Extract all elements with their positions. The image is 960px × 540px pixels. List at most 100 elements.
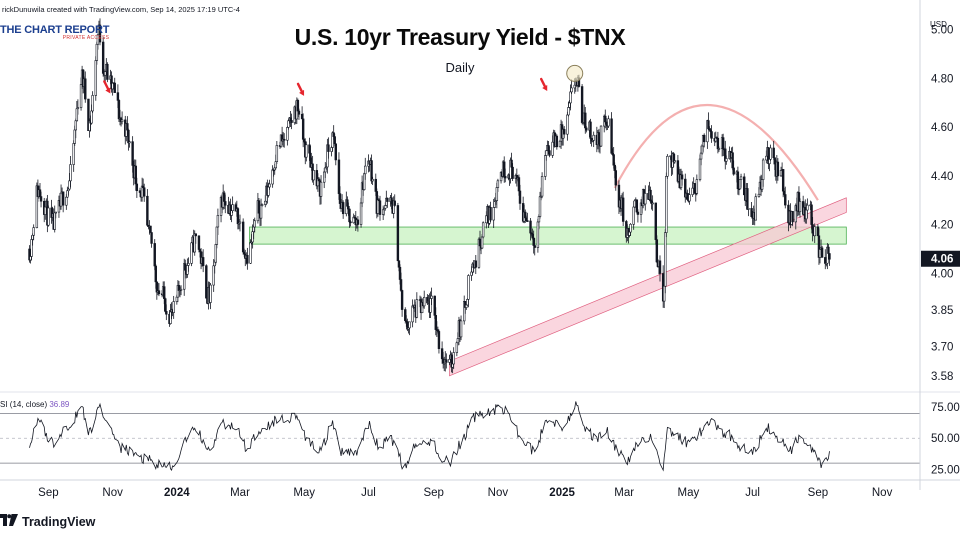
tradingview-footer[interactable]: TradingView	[0, 514, 95, 529]
candle-body	[811, 224, 814, 234]
candle-body	[558, 140, 562, 148]
brand-logo: THE CHART REPORT PRIVATE ACCESS	[0, 24, 109, 41]
last-price-badge	[921, 250, 960, 267]
candle-body	[190, 242, 193, 264]
candle-body	[434, 315, 437, 330]
candle-body	[433, 295, 436, 316]
brand-tagline: PRIVATE ACCESS	[62, 35, 110, 41]
candle-body	[533, 245, 536, 248]
candle-body	[332, 132, 335, 137]
candle	[772, 140, 775, 160]
candle-body	[563, 129, 566, 135]
candle-body	[415, 299, 419, 318]
candle-body	[303, 139, 306, 142]
candle-body	[39, 196, 43, 202]
candle	[658, 255, 662, 282]
candle	[599, 125, 603, 148]
time-tick-label: Jul	[361, 487, 376, 499]
candle-body	[680, 174, 684, 180]
rsi-label: SI (14, close) 36.89	[0, 400, 70, 409]
candle-body	[364, 165, 367, 175]
candle	[570, 79, 573, 95]
candle	[271, 165, 274, 188]
candle	[813, 223, 816, 244]
candle	[231, 196, 234, 213]
candle-body	[376, 199, 380, 214]
candle-body	[768, 158, 771, 165]
candle-body	[555, 135, 559, 148]
candle-body	[635, 199, 639, 213]
candle	[635, 199, 639, 214]
candle	[61, 191, 65, 213]
candle	[767, 147, 770, 170]
candle-body	[164, 298, 167, 312]
candle-body	[717, 148, 721, 150]
candle-body	[636, 211, 640, 215]
candle	[146, 189, 149, 227]
candle	[381, 205, 385, 221]
candle-body	[526, 220, 529, 222]
candle	[732, 160, 735, 176]
candle	[617, 180, 621, 215]
candle-body	[300, 113, 304, 120]
candle-body	[614, 170, 617, 186]
candle-body	[209, 284, 212, 303]
candle	[290, 113, 293, 130]
candle-body	[68, 180, 71, 190]
candle-body	[275, 145, 279, 162]
candle-body	[31, 234, 34, 240]
candle-body	[688, 194, 691, 202]
candle-body	[324, 167, 327, 173]
candle	[533, 238, 536, 256]
time-tick-label: Sep	[808, 487, 828, 499]
rsi-panel: SI (14, close) 36.89	[0, 391, 960, 472]
candle-body	[397, 260, 401, 268]
candle-body	[399, 279, 403, 291]
candle-body	[612, 154, 615, 166]
candle-body	[455, 342, 459, 353]
candle	[474, 255, 477, 275]
candle-body	[149, 225, 152, 233]
candle-body	[106, 63, 109, 80]
candle-body	[215, 226, 219, 245]
candle-body	[725, 158, 728, 162]
candle-body	[466, 299, 469, 306]
candle-body	[290, 120, 293, 123]
candle-body	[153, 243, 156, 267]
candle	[54, 211, 57, 219]
candle-body	[283, 138, 286, 141]
candle	[319, 175, 323, 205]
candle-body	[252, 226, 255, 232]
candle-body	[430, 295, 433, 299]
candle-body	[374, 178, 377, 192]
candle	[736, 166, 740, 195]
candle	[75, 100, 79, 123]
candle	[378, 195, 382, 221]
candle	[201, 249, 205, 273]
candle-body	[214, 244, 217, 263]
candle-body	[485, 215, 488, 224]
candle-body	[629, 223, 632, 233]
candle-body	[198, 249, 202, 252]
candle-body	[113, 82, 116, 93]
candle-body	[253, 220, 256, 228]
candle	[128, 140, 131, 148]
candle-body	[537, 216, 541, 223]
candle-body	[312, 170, 315, 181]
price-tick-label: 4.00	[931, 268, 953, 280]
candle	[629, 223, 632, 236]
candle-body	[779, 170, 783, 177]
candle-body	[381, 209, 385, 215]
candle-body	[76, 107, 80, 110]
candle-body	[230, 210, 233, 216]
time-tick-label: Mar	[230, 487, 250, 499]
candle	[260, 203, 264, 207]
candle-body	[739, 176, 743, 180]
candle-body	[398, 266, 402, 280]
candle-body	[828, 253, 831, 260]
candle-body	[531, 233, 534, 239]
candle-body	[135, 183, 139, 192]
rsi-tick-label: 75.00	[931, 402, 960, 414]
candle	[411, 299, 414, 328]
candle-body	[827, 246, 830, 254]
